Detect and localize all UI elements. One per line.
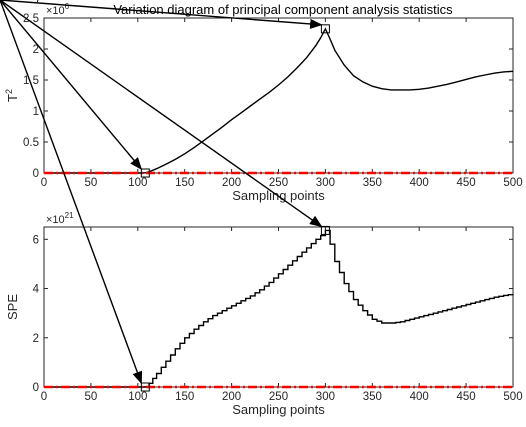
y-axis-label: T2 bbox=[4, 89, 20, 102]
y-tick-label: 0 bbox=[33, 382, 39, 394]
x-tick-label: 500 bbox=[503, 177, 522, 189]
datatip-arrow bbox=[0, 0, 143, 170]
y-tick-label: 2 bbox=[33, 44, 39, 56]
datatip-x-text: x=300, bbox=[0, 0, 39, 3]
datatip-y-text: y=1.0455e+18 bbox=[0, 0, 83, 3]
datatip-arrow bbox=[0, 0, 323, 228]
x-tick-label: 500 bbox=[503, 391, 522, 403]
datatip-marker bbox=[140, 168, 150, 178]
y-exponent-label: ×106 bbox=[46, 2, 70, 17]
y-tick-label: 1.5 bbox=[23, 75, 39, 87]
x-tick-label: 450 bbox=[457, 391, 476, 403]
x-tick-label: 50 bbox=[85, 391, 98, 403]
datatip-marker bbox=[320, 225, 330, 235]
datatip-y-text: y=6.3611e+21 bbox=[0, 0, 82, 3]
plot-area-frame bbox=[43, 226, 514, 388]
statistic-line bbox=[44, 229, 514, 388]
x-tick-label: 300 bbox=[316, 177, 335, 189]
x-tick-label: 350 bbox=[363, 391, 382, 403]
x-tick-label: 50 bbox=[85, 177, 98, 189]
x-tick-label: 300 bbox=[316, 391, 335, 403]
panel-2: 0 50 100 150 200 250 300 350 400 450 5000246×1021S… bbox=[0, 0, 523, 417]
datatip-arrow bbox=[0, 0, 323, 29]
y-tick-label: 4 bbox=[33, 284, 40, 296]
x-axis-label: Sampling points bbox=[232, 188, 325, 203]
y-tick-label: 2 bbox=[33, 333, 39, 345]
x-tick-label: 250 bbox=[269, 177, 288, 189]
chart-title: Variation diagram of principal component… bbox=[113, 2, 453, 17]
y-tick-label: 1 bbox=[33, 106, 39, 118]
x-tick-label: 450 bbox=[457, 177, 476, 189]
y-tick-label: 0.5 bbox=[23, 137, 39, 149]
x-tick-label: 100 bbox=[128, 391, 147, 403]
x-tick-label: 400 bbox=[410, 177, 429, 189]
y-tick-label: 0 bbox=[33, 168, 39, 180]
x-axis-label: Sampling points bbox=[232, 402, 325, 417]
x-tick-label: 150 bbox=[175, 177, 194, 189]
datatip-y-text: y=2.3253e+06 bbox=[0, 0, 83, 3]
y-axis-label: SPE bbox=[5, 294, 20, 320]
y-tick-label: 2.5 bbox=[23, 13, 39, 25]
y-exponent-label: ×1021 bbox=[46, 211, 74, 226]
x-tick-label: 250 bbox=[269, 391, 288, 403]
statistic-line bbox=[44, 27, 514, 174]
x-tick-label: 100 bbox=[128, 177, 147, 189]
datatip-marker bbox=[140, 382, 150, 392]
datatip-arrow bbox=[0, 0, 143, 385]
datatip-x-text: x=102, bbox=[0, 0, 39, 3]
x-tick-label: 400 bbox=[410, 391, 429, 403]
x-tick-label: 150 bbox=[175, 391, 194, 403]
panel-1: 0 50 100 150 200 250 300 350 400 450 500 0 0.5 1 1.5 2 2… bbox=[0, 0, 523, 203]
x-tick-label: 200 bbox=[222, 391, 241, 403]
plot-area-frame bbox=[43, 17, 514, 174]
y-tick-label: 6 bbox=[33, 234, 39, 246]
x-tick-label: 0 bbox=[41, 177, 47, 189]
x-tick-label: 200 bbox=[222, 177, 241, 189]
x-tick-label: 0 bbox=[41, 391, 47, 403]
x-tick-label: 350 bbox=[363, 177, 382, 189]
